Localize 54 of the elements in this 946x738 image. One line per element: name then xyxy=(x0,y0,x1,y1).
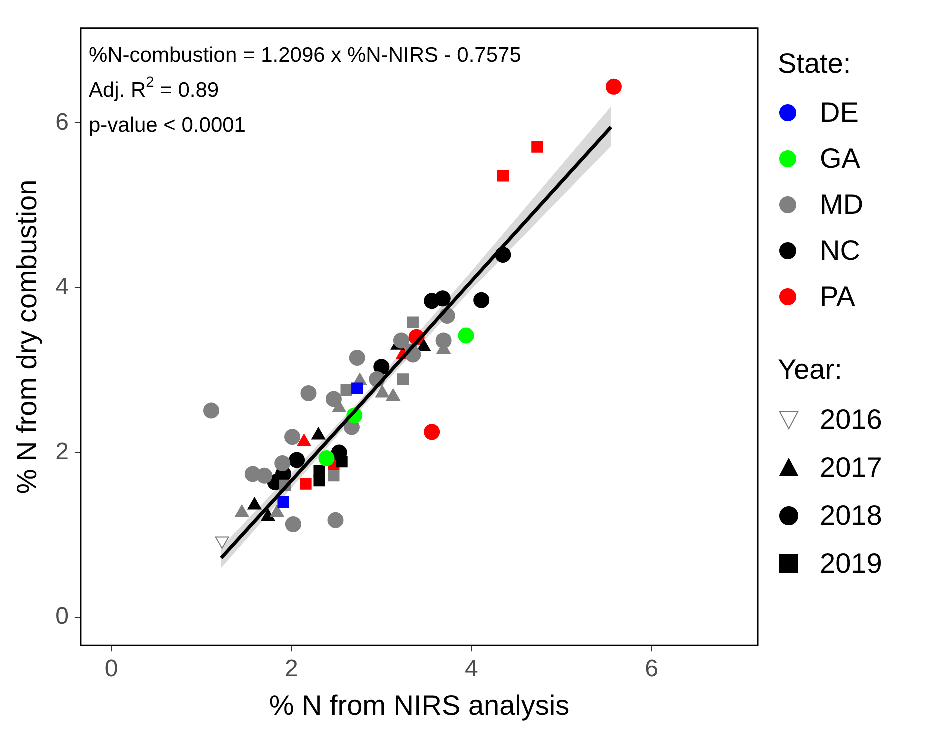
legend-label: 2019 xyxy=(820,548,882,580)
annotation: %N-combustion = 1.2096 x %N-NIRS - 0.7575 xyxy=(88,44,522,68)
point xyxy=(314,465,326,477)
point xyxy=(331,444,348,461)
point xyxy=(203,402,220,419)
point xyxy=(374,359,390,376)
point xyxy=(340,384,352,396)
point xyxy=(397,374,410,386)
x-tick-label: 0 xyxy=(104,656,118,683)
y-axis-title: % N from dry combustion xyxy=(12,180,43,494)
point xyxy=(349,350,366,366)
point xyxy=(318,450,335,467)
x-tick-label: 6 xyxy=(645,656,658,683)
point xyxy=(300,478,312,490)
legend-label: PA xyxy=(820,281,856,313)
legend-label: GA xyxy=(820,143,860,175)
text: Year: xyxy=(778,354,842,385)
point xyxy=(328,512,344,528)
legend-label: MD xyxy=(820,189,864,221)
point xyxy=(314,474,326,487)
x-tick-label: 4 xyxy=(465,656,478,683)
point xyxy=(436,332,452,349)
legend-label: 2017 xyxy=(820,452,882,484)
point xyxy=(532,141,544,153)
legend-label: NC xyxy=(820,235,860,267)
y-tick-label: 2 xyxy=(56,438,69,466)
y-tick-label: 6 xyxy=(56,108,69,136)
text: State: xyxy=(778,48,852,79)
point xyxy=(284,429,301,446)
x-axis-title: % N from NIRS analysis xyxy=(269,690,570,721)
point xyxy=(393,332,410,349)
legend-label: 2018 xyxy=(820,500,882,532)
point xyxy=(424,424,440,440)
annotation: p-value < 0.0001 xyxy=(88,114,246,138)
point xyxy=(300,385,317,402)
point xyxy=(289,452,306,468)
point xyxy=(285,516,302,532)
point xyxy=(497,170,510,182)
point xyxy=(326,391,342,408)
point xyxy=(434,290,451,307)
y-tick-label: 0 xyxy=(56,603,69,630)
point xyxy=(474,292,490,308)
point xyxy=(458,328,474,344)
point xyxy=(407,316,419,328)
point xyxy=(274,455,291,472)
legend-label: 2016 xyxy=(820,404,882,436)
point xyxy=(278,496,290,508)
point xyxy=(606,78,622,95)
x-tick-label: 2 xyxy=(284,656,298,683)
point xyxy=(328,470,340,482)
point xyxy=(352,382,364,394)
legend-label: DE xyxy=(820,97,859,129)
point xyxy=(244,466,261,482)
y-tick-label: 4 xyxy=(56,274,69,301)
